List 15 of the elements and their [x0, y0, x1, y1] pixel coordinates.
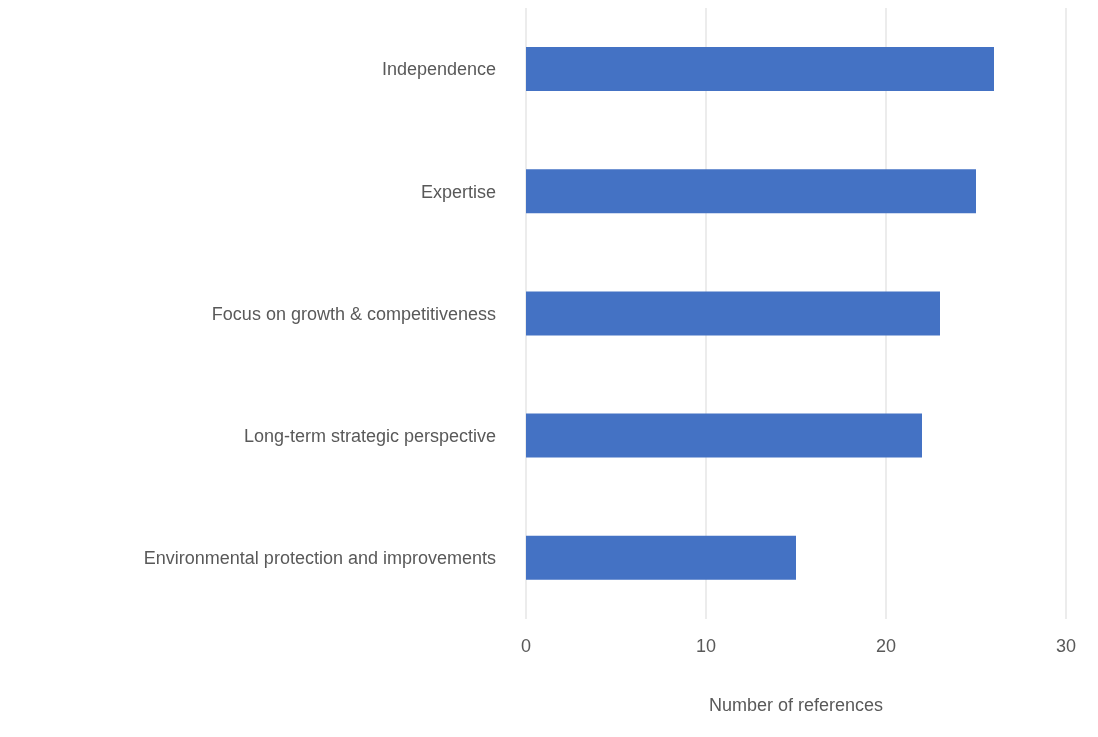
x-axis-title: Number of references — [708, 695, 884, 715]
y-tick-label: Environmental protection and improvements — [143, 548, 496, 569]
bar — [526, 413, 922, 458]
y-tick-label: Independence — [381, 59, 496, 80]
bar — [526, 291, 940, 336]
y-tick-label: Long-term strategic perspective — [243, 426, 496, 447]
bar — [526, 535, 796, 580]
y-tick-label: Expertise — [420, 181, 496, 202]
x-tick-label: 10 — [695, 635, 717, 656]
x-tick-label: 30 — [1055, 635, 1077, 656]
x-tick-label: 0 — [520, 635, 532, 656]
y-tick-label: Focus on growth & competitiveness — [211, 303, 496, 324]
bar — [526, 169, 976, 214]
x-tick-label: 20 — [875, 635, 897, 656]
bar — [526, 47, 994, 91]
